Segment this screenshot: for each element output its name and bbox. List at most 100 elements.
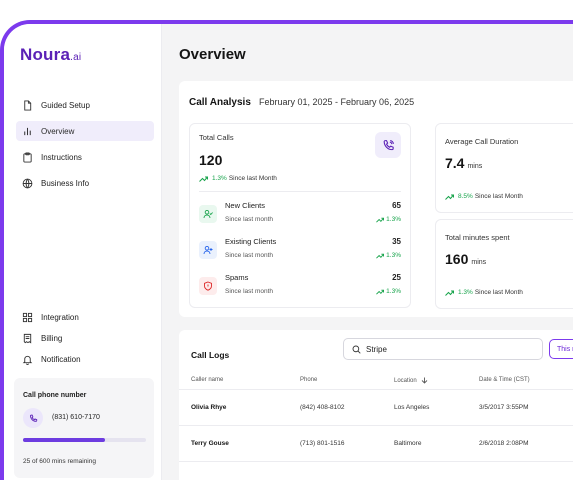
caller-name-cell: Olivia Rhye bbox=[191, 404, 227, 411]
sidebar-item-label: Business Info bbox=[41, 178, 90, 188]
breakdown-name: Spams bbox=[225, 273, 249, 282]
search-icon bbox=[352, 345, 361, 354]
breakdown-value: 65 bbox=[392, 201, 401, 210]
breakdown-since: Since last month bbox=[225, 288, 274, 295]
breakdown-trend-value: 1.3% bbox=[386, 252, 401, 259]
trend-percent: 1.3% bbox=[212, 175, 227, 182]
main-content: Overview Call Analysis February 01, 2025… bbox=[162, 24, 573, 480]
minutes-progress-fill bbox=[23, 438, 106, 442]
sidebar-item-business-info[interactable]: Business Info bbox=[16, 173, 154, 193]
breakdown-trend-value: 1.3% bbox=[386, 216, 401, 223]
breakdown-row-spams: Spams Since last month 25 1.3% bbox=[199, 272, 401, 302]
total-calls-trend: 1.3% Since last Month bbox=[199, 175, 277, 182]
sidebar-item-label: Integration bbox=[41, 312, 79, 322]
breakdown-since: Since last month bbox=[225, 252, 274, 259]
page-title: Overview bbox=[179, 46, 246, 63]
app-frame: Noura.ai Guided Setup Overview Instructi… bbox=[0, 20, 573, 480]
total-minutes-card: Total minutes spent 160 mins 1.3% Since l… bbox=[435, 219, 573, 309]
trend-text: Since last Month bbox=[474, 289, 523, 296]
breakdown-row-existing-clients: Existing Clients Since last month 35 1.3… bbox=[199, 236, 401, 266]
search-input[interactable]: Stripe bbox=[343, 338, 543, 360]
breakdown-value: 25 bbox=[392, 273, 401, 282]
trend-up-icon bbox=[376, 289, 385, 295]
breakdown-since: Since last month bbox=[225, 216, 274, 223]
location-cell: Baltimore bbox=[394, 440, 422, 447]
user-plus-icon bbox=[199, 241, 217, 259]
avg-duration-number: 7.4 bbox=[445, 155, 465, 171]
column-header-caller-name[interactable]: Caller name bbox=[191, 377, 224, 383]
breakdown-trend: 1.3% bbox=[376, 288, 401, 295]
column-header-location[interactable]: Location bbox=[394, 377, 428, 384]
sidebar-item-label: Billing bbox=[41, 333, 63, 343]
avg-duration-trend: 8.5% Since last Month bbox=[445, 193, 523, 200]
grid-icon bbox=[21, 311, 33, 323]
brand-logo[interactable]: Noura.ai bbox=[20, 45, 81, 65]
breakdown-name: New Clients bbox=[225, 201, 266, 210]
receipt-icon bbox=[21, 332, 33, 344]
table-row[interactable]: Terry Gouse (713) 801-1516 Baltimore 2/6… bbox=[179, 426, 573, 462]
divider bbox=[199, 191, 401, 192]
breakdown-row-new-clients: New Clients Since last month 65 1.3% bbox=[199, 200, 401, 230]
phone-cell: (713) 801-1516 bbox=[300, 440, 345, 447]
phone-cell: (842) 408-8102 bbox=[300, 404, 345, 411]
sidebar-item-overview[interactable]: Overview bbox=[16, 121, 154, 141]
call-logs-panel: Call Logs Stripe This m Caller name Phon… bbox=[179, 330, 573, 480]
sidebar: Noura.ai Guided Setup Overview Instructi… bbox=[4, 24, 162, 480]
sidebar-item-notification[interactable]: Notification bbox=[16, 349, 154, 369]
total-minutes-value: 160 mins bbox=[445, 251, 486, 267]
minutes-progress-bar bbox=[23, 438, 146, 442]
sidebar-item-integration[interactable]: Integration bbox=[16, 307, 154, 327]
bar-chart-icon bbox=[21, 125, 33, 137]
app-window: Noura.ai Guided Setup Overview Instructi… bbox=[4, 24, 573, 480]
breakdown-value: 35 bbox=[392, 237, 401, 246]
table-row[interactable]: Olivia Rhye (842) 408-8102 Los Angeles 3… bbox=[179, 390, 573, 426]
phone-number-card: Call phone number (831) 610-7170 25 of 6… bbox=[14, 378, 154, 478]
column-header-phone[interactable]: Phone bbox=[300, 377, 318, 383]
brand-suffix: .ai bbox=[70, 52, 82, 63]
total-minutes-trend: 1.3% Since last Month bbox=[445, 289, 523, 296]
trend-up-icon bbox=[199, 176, 208, 182]
total-calls-label: Total Calls bbox=[199, 133, 234, 142]
sidebar-item-instructions[interactable]: Instructions bbox=[16, 147, 154, 167]
trend-text: Since last Month bbox=[474, 193, 523, 200]
caller-name-cell: Terry Gouse bbox=[191, 440, 229, 447]
call-analysis-title: Call Analysis bbox=[189, 97, 251, 108]
trend-up-icon bbox=[376, 253, 385, 259]
trend-text: Since last Month bbox=[228, 175, 277, 182]
sidebar-item-billing[interactable]: Billing bbox=[16, 328, 154, 348]
sidebar-item-label: Overview bbox=[41, 126, 75, 136]
call-analysis-panel: Call Analysis February 01, 2025 - Februa… bbox=[179, 81, 573, 317]
total-calls-value: 120 bbox=[199, 152, 223, 168]
minutes-remaining-text: 25 of 600 mins remaining bbox=[23, 458, 96, 465]
sidebar-item-label: Notification bbox=[41, 354, 81, 364]
avg-duration-value: 7.4 mins bbox=[445, 155, 482, 171]
phone-card-title: Call phone number bbox=[23, 392, 87, 399]
breakdown-trend: 1.3% bbox=[376, 216, 401, 223]
brand-name: Noura bbox=[20, 45, 71, 64]
total-minutes-number: 160 bbox=[445, 251, 469, 267]
column-header-date-time[interactable]: Date & Time (CST) bbox=[479, 377, 530, 383]
arrow-down-icon bbox=[421, 377, 428, 384]
datetime-cell: 3/5/2017 3:55PM bbox=[479, 404, 529, 411]
trend-up-icon bbox=[445, 194, 454, 200]
total-minutes-unit: mins bbox=[471, 259, 487, 266]
phone-call-icon bbox=[375, 132, 401, 158]
user-check-icon bbox=[199, 205, 217, 223]
phone-number: (831) 610-7170 bbox=[52, 414, 100, 421]
date-filter-button[interactable]: This m bbox=[549, 339, 573, 359]
avg-duration-unit: mins bbox=[467, 163, 483, 170]
shield-icon bbox=[199, 277, 217, 295]
trend-up-icon bbox=[376, 217, 385, 223]
phone-icon bbox=[23, 408, 43, 428]
globe-icon bbox=[21, 177, 33, 189]
table-header bbox=[179, 367, 573, 390]
breakdown-trend: 1.3% bbox=[376, 252, 401, 259]
bell-icon bbox=[21, 353, 33, 365]
breakdown-trend-value: 1.3% bbox=[386, 288, 401, 295]
total-calls-card: Total Calls 120 1.3% Since last Month Ne… bbox=[189, 123, 411, 308]
sidebar-item-guided-setup[interactable]: Guided Setup bbox=[16, 95, 154, 115]
trend-up-icon bbox=[445, 290, 454, 296]
clipboard-icon bbox=[21, 151, 33, 163]
document-icon bbox=[21, 99, 33, 111]
date-range[interactable]: February 01, 2025 - February 06, 2025 bbox=[259, 97, 415, 107]
